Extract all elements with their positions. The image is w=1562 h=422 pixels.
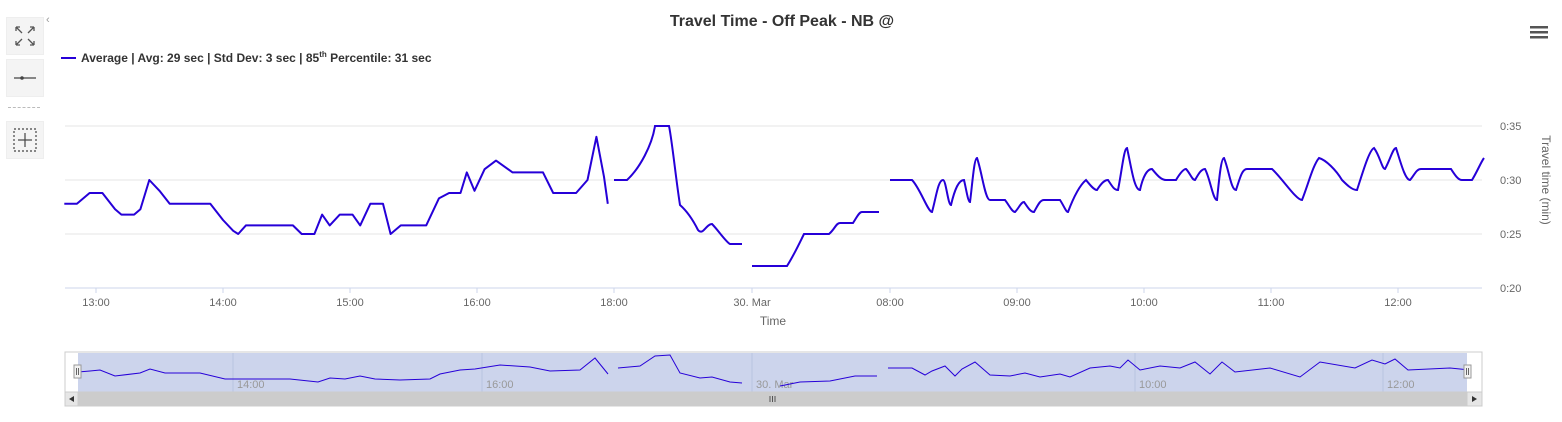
- x-tick-label: 30. Mar: [733, 297, 771, 309]
- chart-title: Travel Time - Off Peak - NB @: [670, 13, 894, 30]
- x-tick-label: 13:00: [82, 297, 110, 309]
- x-tick-label: 16:00: [463, 297, 491, 309]
- y-tick-label: 0:25: [1500, 229, 1521, 241]
- legend-series-name: Average: [81, 51, 128, 65]
- navigator-ticks: 14:00 16:00 30. Mar 10:00 12:00: [237, 379, 1415, 391]
- chart-menu-button[interactable]: [1530, 24, 1556, 50]
- series-segment-1: [64, 135, 609, 235]
- y-tick-label: 0:20: [1500, 283, 1521, 295]
- navigator-tick-label: 14:00: [237, 379, 265, 391]
- selection-tool-button[interactable]: [6, 121, 44, 159]
- navigator-tick-label: 12:00: [1387, 379, 1415, 391]
- legend-stats: | Avg: 29 sec | Std Dev: 3 sec | 85: [128, 51, 320, 65]
- gridlines: [65, 125, 1482, 235]
- series-segment-3: [752, 211, 879, 267]
- x-tick-label: 11:00: [1258, 297, 1285, 309]
- line-tool-icon: [14, 76, 36, 80]
- x-tick-label: 08:00: [876, 297, 904, 309]
- legend-text: Average | Avg: 29 sec | Std Dev: 3 sec |…: [81, 50, 432, 65]
- navigator-tick-label: 30. Mar: [756, 379, 794, 391]
- fullscreen-button[interactable]: [6, 17, 44, 55]
- navigator-selection[interactable]: [78, 353, 1467, 392]
- y-axis-title: Travel time (min): [1539, 135, 1553, 225]
- x-tick-label: 14:00: [209, 297, 237, 309]
- series-segment-2: [614, 125, 742, 245]
- toolbar-collapse-toggle[interactable]: ‹: [46, 14, 50, 26]
- arrow-right-icon: [1472, 396, 1477, 402]
- arrow-left-icon: [69, 396, 74, 402]
- navigator-line-2: [617, 354, 743, 384]
- legend[interactable]: Average | Avg: 29 sec | Std Dev: 3 sec |…: [61, 50, 432, 65]
- x-tick-label: 18:00: [600, 297, 628, 309]
- navigator-tick-label: 10:00: [1139, 379, 1167, 391]
- plot-area: [64, 125, 1485, 267]
- chart-toolbar: ‹: [0, 0, 52, 170]
- fullscreen-icon: [15, 26, 35, 46]
- x-tick-label: 10:00: [1130, 297, 1158, 309]
- navigator-line-4: [888, 358, 1471, 378]
- line-tool-button[interactable]: [6, 59, 44, 97]
- series-segment-4: [890, 146, 1485, 214]
- y-axis-ticks: 0:35 0:30 0:25 0:20: [1500, 121, 1521, 295]
- legend-tail: Percentile: 31 sec: [327, 51, 432, 65]
- navigator-line-1: [77, 357, 609, 383]
- scrollbar[interactable]: [64, 391, 1483, 407]
- y-tick-label: 0:35: [1500, 121, 1521, 133]
- y-tick-label: 0:30: [1500, 175, 1521, 187]
- x-axis-title: Time: [760, 314, 787, 328]
- navigator[interactable]: 14:00 16:00 30. Mar 10:00 12:00: [64, 351, 1483, 393]
- toolbar-separator: [8, 107, 40, 108]
- x-tick-label: 15:00: [336, 297, 364, 309]
- selection-tool-icon: [13, 128, 37, 152]
- navigator-left-handle[interactable]: [73, 364, 82, 379]
- hamburger-menu-icon: [1530, 26, 1548, 39]
- navigator-line-3: [779, 375, 877, 387]
- x-tick-label: 09:00: [1003, 297, 1031, 309]
- x-axis-ticks: 13:00 14:00 15:00 16:00 18:00 30. Mar 08:00 09:…: [82, 288, 1412, 309]
- navigator-right-handle[interactable]: [1463, 364, 1472, 379]
- navigator-tick-label: 16:00: [486, 379, 514, 391]
- x-tick-label: 12:00: [1384, 297, 1412, 309]
- legend-superscript: th: [319, 50, 327, 59]
